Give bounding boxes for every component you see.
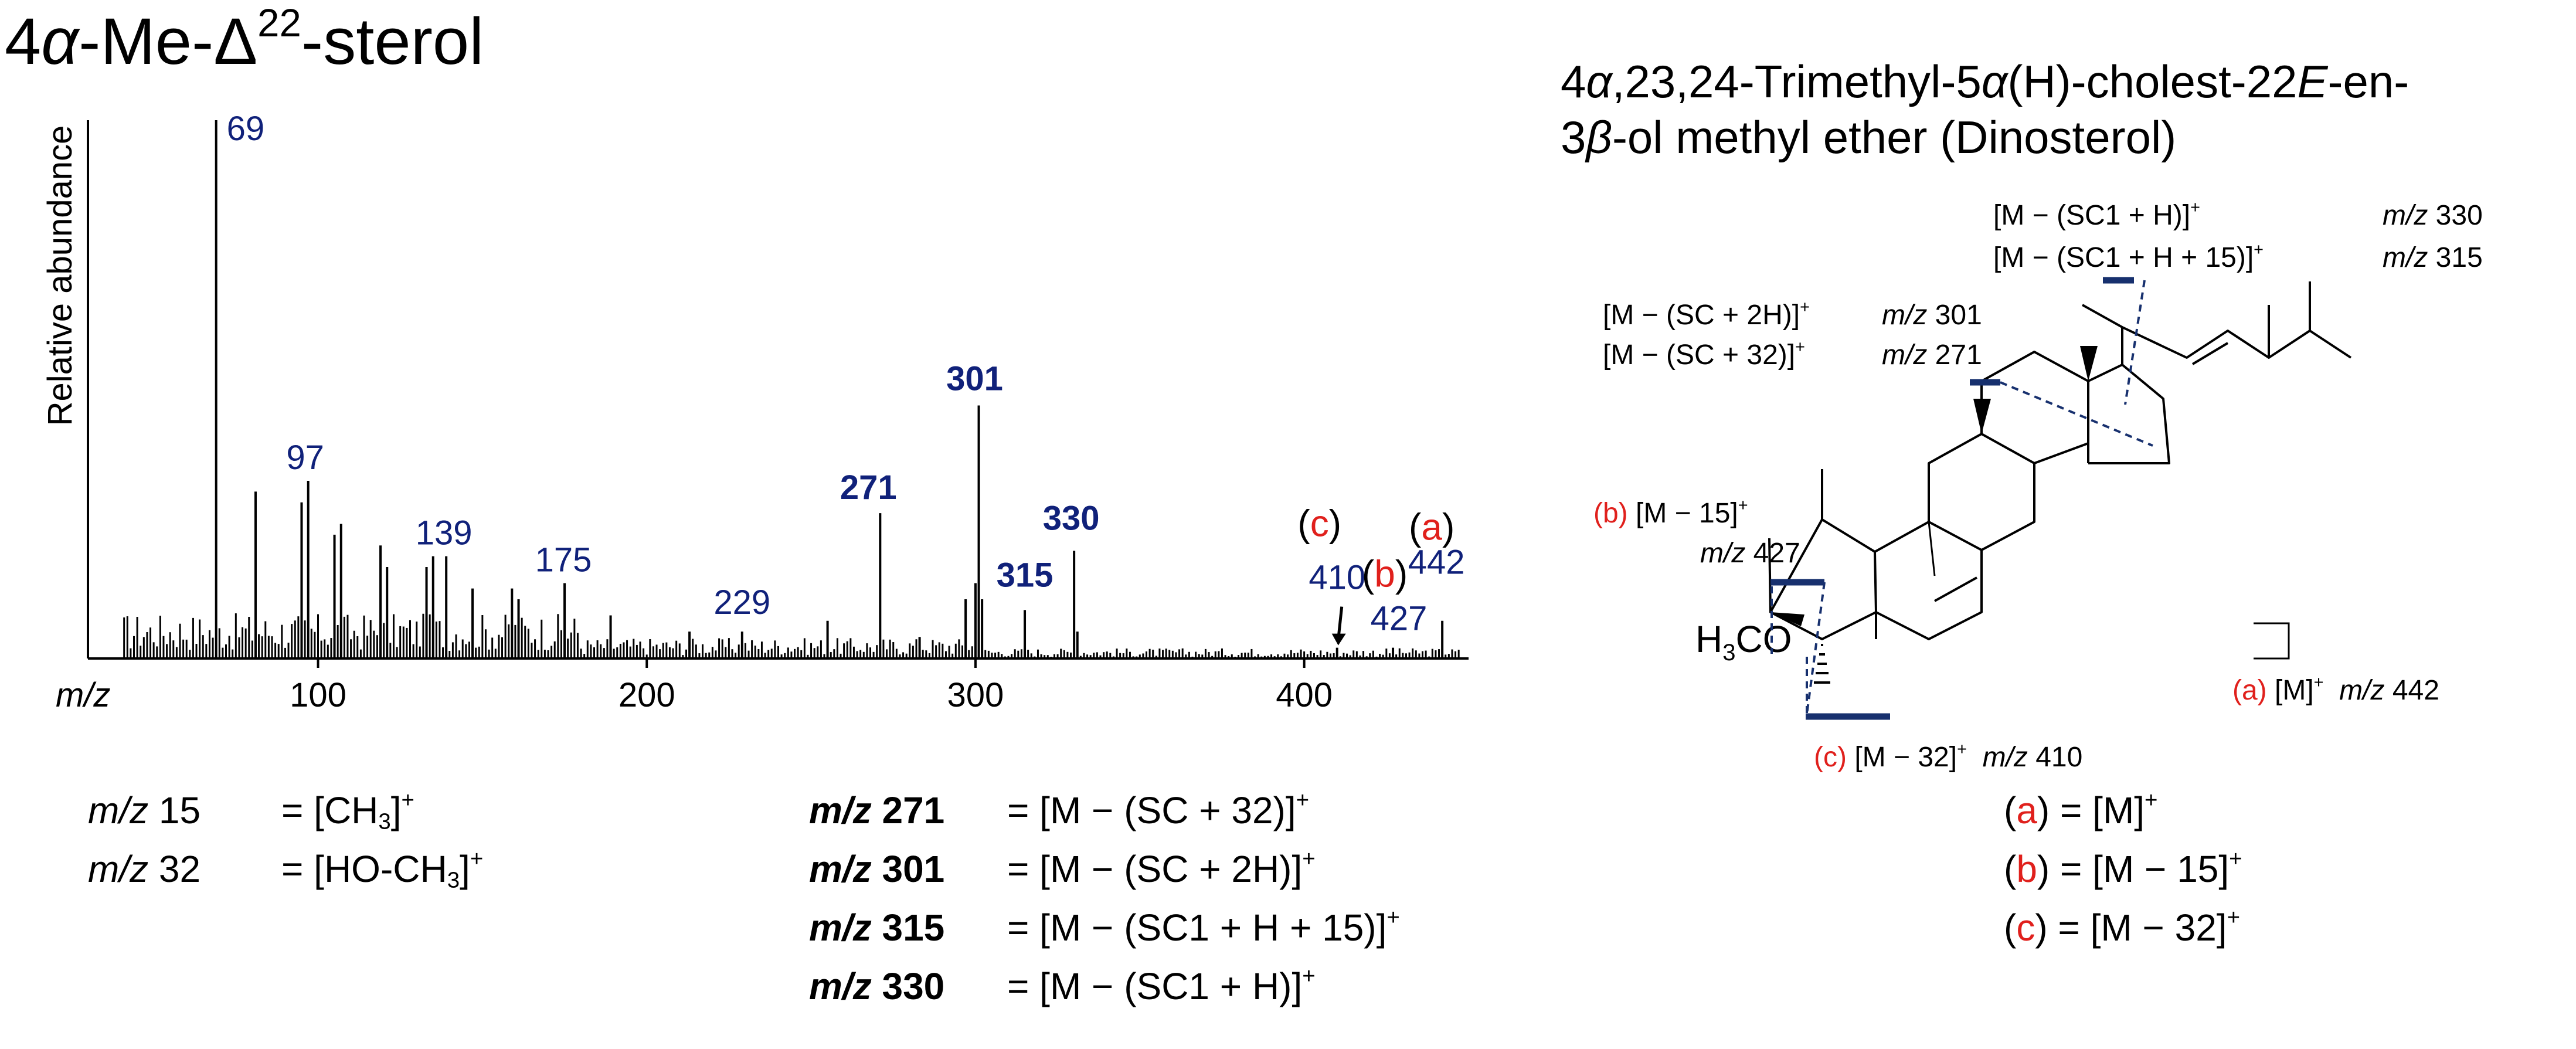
- fragment-b: (b) [M − 15]+: [1593, 495, 1748, 529]
- major-peaks: [215, 120, 1444, 658]
- methyl-wedge-c10: [1973, 399, 1991, 434]
- fragment-330: [M − (SC1 + H)]+: [1993, 198, 2200, 231]
- compound-name-part: ,23,24-Trimethyl-5: [1612, 56, 1982, 107]
- peak-label-427: 427: [1371, 600, 1428, 638]
- def-right-b: (b) = [M − 15]+: [2004, 846, 2242, 890]
- fragment-b-mz: m/z 427: [1700, 538, 1800, 569]
- peak-label-139: 139: [416, 514, 473, 552]
- skeleton-bonds: [1768, 281, 2352, 640]
- fragment-330-mz: m/z 330: [2383, 200, 2483, 231]
- noise-peaks: [123, 613, 1460, 658]
- compound-name-part: α: [1981, 56, 2008, 107]
- peak-label-69: 69: [227, 110, 265, 148]
- x-tick-label-100: 100: [290, 676, 346, 714]
- methoxy-wedge: [1770, 612, 1804, 626]
- peak-label-97: 97: [286, 439, 324, 477]
- def-right-a: (a) = [M]+: [2004, 787, 2158, 831]
- alpha-methyl-hash: [1814, 644, 1830, 684]
- fragment-271-mz: m/z 271: [1882, 340, 1982, 371]
- peak-label-330: 330: [1043, 499, 1100, 537]
- def-mid-mz: m/z 330: [809, 965, 945, 1007]
- peak-label-271: 271: [840, 469, 897, 507]
- chart-title: 4α-Me-Δ22-sterol: [5, 1, 484, 78]
- compound-name-part: -en-: [2327, 56, 2410, 107]
- peak-label-301: 301: [946, 360, 1003, 398]
- compound-name: 4α,23,24-Trimethyl-5α(H)-cholest-22E-en-…: [1561, 54, 2409, 165]
- def-left-eq: = [HO-CH3]+: [281, 846, 484, 893]
- compound-name-part: -ol methyl ether (Dinosterol): [1612, 111, 2177, 164]
- double-bond-inner: [1934, 576, 1977, 602]
- compound-name-part: 4: [1561, 56, 1586, 107]
- compound-name-part: α: [1586, 56, 1612, 107]
- x-tick-label-200: 200: [618, 676, 675, 714]
- cleavage-bars: [1770, 277, 2134, 720]
- def-mid-eq: = [M − (SC + 32)]+: [1007, 787, 1310, 831]
- fragment-315: [M − (SC1 + H + 15)]+: [1993, 240, 2264, 273]
- fragment-271: [M − (SC + 32)]+: [1603, 337, 1805, 371]
- peak-label-442: 442: [1408, 544, 1465, 582]
- fragment-301: [M − (SC + 2H)]+: [1603, 297, 1810, 331]
- structure-bracket: [2254, 622, 2290, 660]
- def-left-mz: m/z 15: [88, 789, 201, 831]
- def-mid-eq: = [M − (SC1 + H)]+: [1007, 963, 1316, 1007]
- x-axis-label: m/z: [56, 676, 110, 714]
- cleavage-dashes: [1770, 280, 2153, 717]
- arrowhead-410: [1331, 633, 1346, 646]
- peak-label-410: 410: [1309, 559, 1365, 597]
- peak-label-175: 175: [535, 541, 592, 579]
- dinosterol-structure: H3CO: [1695, 277, 2352, 720]
- fragment-a: (a) [M]+ m/z 442: [2232, 673, 2439, 706]
- fragment-c: (c) [M − 32]+ m/z 410: [1814, 739, 2083, 773]
- def-mid-mz: m/z 301: [809, 848, 945, 890]
- def-left-eq: = [CH3]+: [281, 787, 414, 834]
- def-mid-eq: = [M − (SC + 2H)]+: [1007, 846, 1316, 890]
- annotation-c: (c): [1297, 503, 1341, 545]
- peak-label-315: 315: [997, 556, 1053, 594]
- x-tick-label-300: 300: [947, 676, 1004, 714]
- def-right-c: (c) = [M − 32]+: [2004, 905, 2240, 949]
- peak-label-229: 229: [713, 583, 770, 622]
- methoxy-group-label: H3CO: [1695, 618, 1792, 666]
- compound-name-part: 3: [1561, 111, 1586, 164]
- mass-spectrum-chart: Relative abundance m/z 100 200 300 400 69 97…: [41, 110, 1469, 714]
- fragment-315-mz: m/z 315: [2383, 242, 2483, 273]
- def-mid-mz: m/z 315: [809, 907, 945, 949]
- def-left-mz: m/z 32: [88, 848, 201, 890]
- fragment-301-mz: m/z 301: [1882, 300, 1982, 331]
- compound-name-part: β: [1586, 111, 1612, 164]
- annotation-b: (b): [1362, 553, 1408, 595]
- peak-annotations: (c) (b)(a): [1297, 503, 1454, 646]
- x-tick-label-400: 400: [1276, 676, 1333, 714]
- compound-name-part: E: [2297, 56, 2328, 107]
- x-ticks: 100 200 300 400: [290, 658, 1333, 714]
- c5-c6-bond: [1928, 521, 1936, 576]
- compound-name-line-1: 4α,23,24-Trimethyl-5α(H)-cholest-22E-en-: [1561, 54, 2409, 110]
- compound-name-part: (H)-cholest-22: [2007, 56, 2298, 107]
- def-mid-mz: m/z 271: [809, 789, 945, 831]
- methyl-wedge-c13: [2080, 346, 2098, 381]
- compound-name-line-2: 3β-ol methyl ether (Dinosterol): [1561, 110, 2409, 165]
- def-mid-eq: = [M − (SC1 + H + 15)]+: [1007, 905, 1400, 949]
- annotation-a: (a): [1409, 506, 1454, 548]
- y-axis-label: Relative abundance: [41, 125, 79, 426]
